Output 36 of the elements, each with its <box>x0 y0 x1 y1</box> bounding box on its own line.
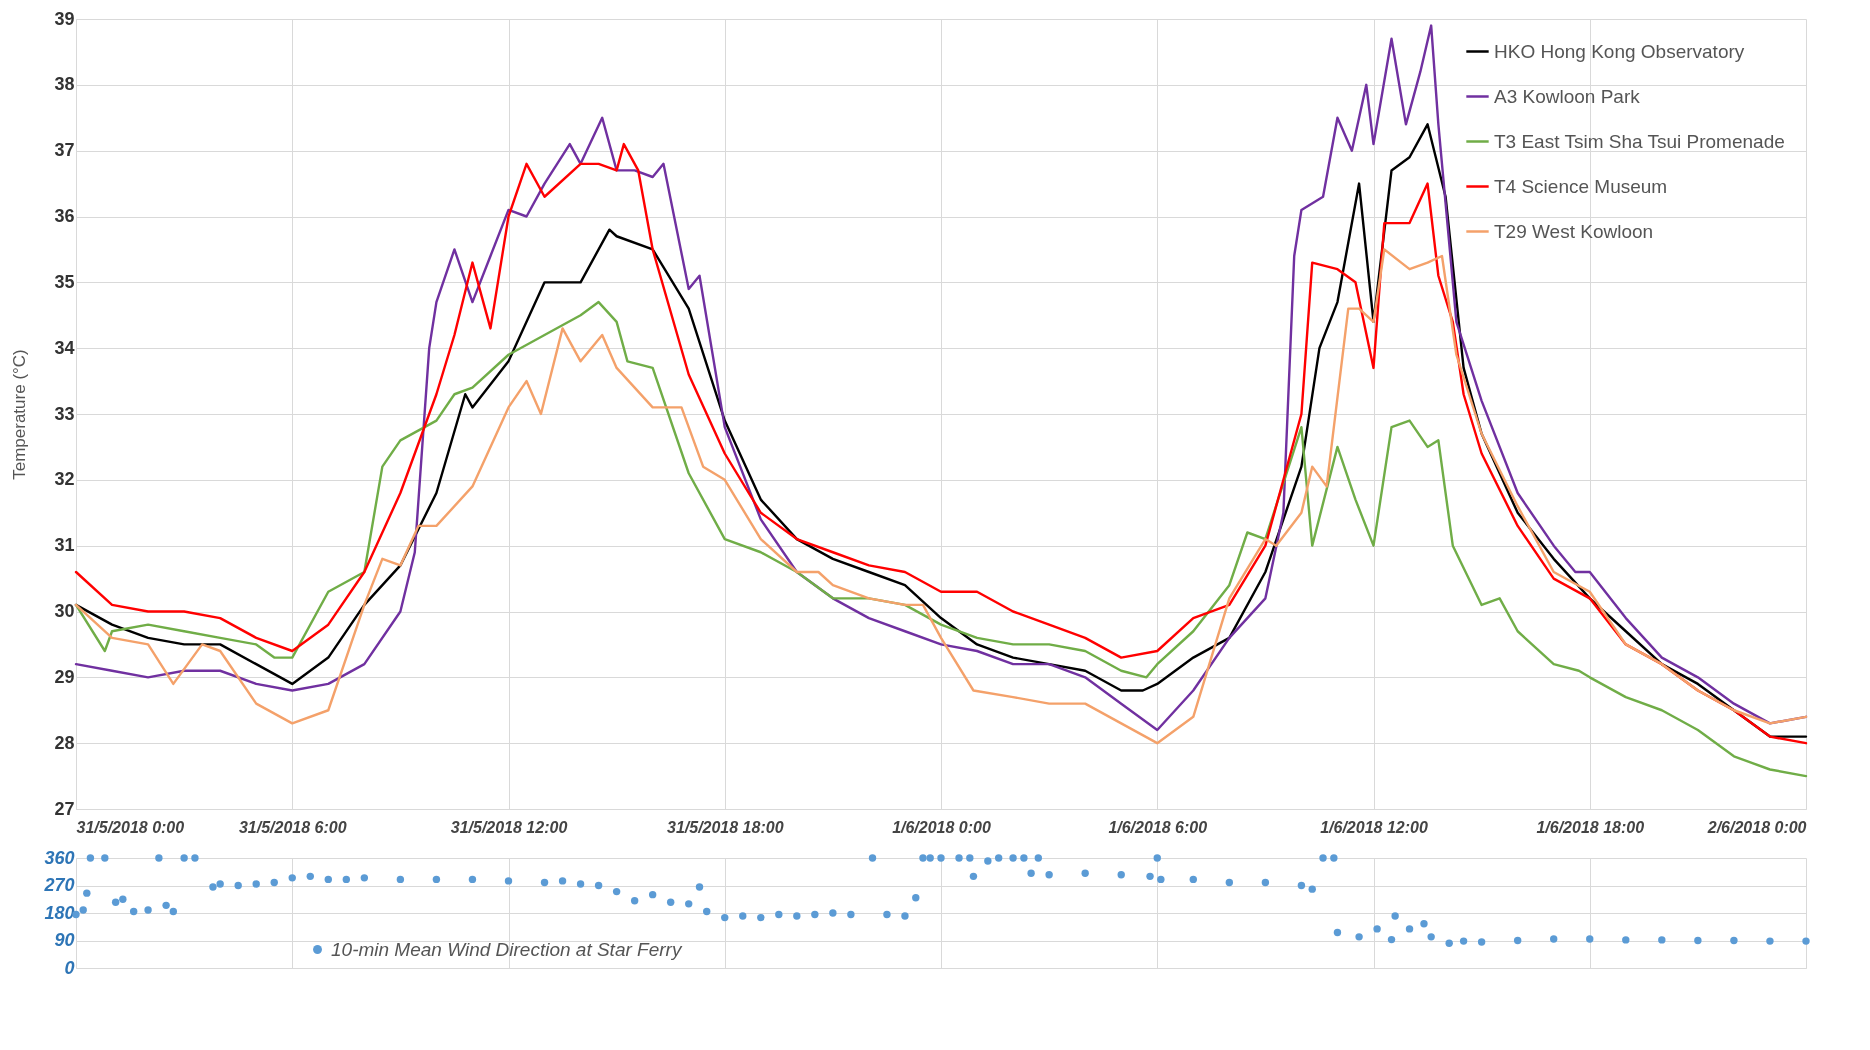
y-tick-label: 32 <box>54 469 75 490</box>
y-tick-label: 0 <box>64 957 75 978</box>
y-tick-label: 90 <box>54 930 75 950</box>
y-tick-label: 30 <box>54 601 75 621</box>
x-tick-label: 1/6/2018 12:00 <box>1320 818 1428 836</box>
x-tick-label: 1/6/2018 6:00 <box>1108 818 1208 836</box>
y-tick-label: 180 <box>44 902 75 923</box>
legend-label: 10-min Mean Wind Direction at Star Ferry <box>331 938 683 960</box>
y-tick-label: 39 <box>54 8 75 29</box>
x-tick-label: 1/6/2018 18:00 <box>1536 818 1645 836</box>
x-tick-label: 1/6/2018 0:00 <box>892 818 991 836</box>
y-tick-label: 29 <box>54 666 75 687</box>
x-tick-label: 2/6/2018 0:00 <box>1706 818 1807 836</box>
y-tick-label: 31 <box>54 535 75 556</box>
y-tick-label: 36 <box>54 206 75 226</box>
legend-label: T3 East Tsim Sha Tsui Promenade <box>1494 130 1785 152</box>
y-tick-label: 37 <box>54 140 75 161</box>
legend-label: T29 West Kowloon <box>1494 220 1654 242</box>
x-tick-label: 31/5/2018 6:00 <box>238 818 347 836</box>
legend-label: HKO Hong Kong Observatory <box>1494 40 1745 62</box>
line-series <box>74 248 1808 745</box>
legend-label: A3 Kowloon Park <box>1494 85 1641 107</box>
y-tick-label: 270 <box>43 875 75 895</box>
y-axis-title: Temperature (°C) <box>9 349 29 480</box>
x-tick-label: 31/5/2018 18:00 <box>666 818 784 836</box>
y-tick-label: 28 <box>54 732 75 753</box>
line-series <box>74 300 1808 778</box>
x-tick-label: 31/5/2018 0:00 <box>76 818 185 836</box>
x-tick-label: 31/5/2018 12:00 <box>450 818 568 836</box>
y-tick-label: 360 <box>44 847 75 868</box>
y-tick-label: 27 <box>54 798 75 819</box>
y-tick-label: 34 <box>54 337 75 358</box>
y-tick-label: 33 <box>54 403 75 424</box>
y-tick-label: 35 <box>54 271 75 292</box>
y-tick-label: 38 <box>54 74 75 95</box>
legend-label: T4 Science Museum <box>1494 175 1668 197</box>
